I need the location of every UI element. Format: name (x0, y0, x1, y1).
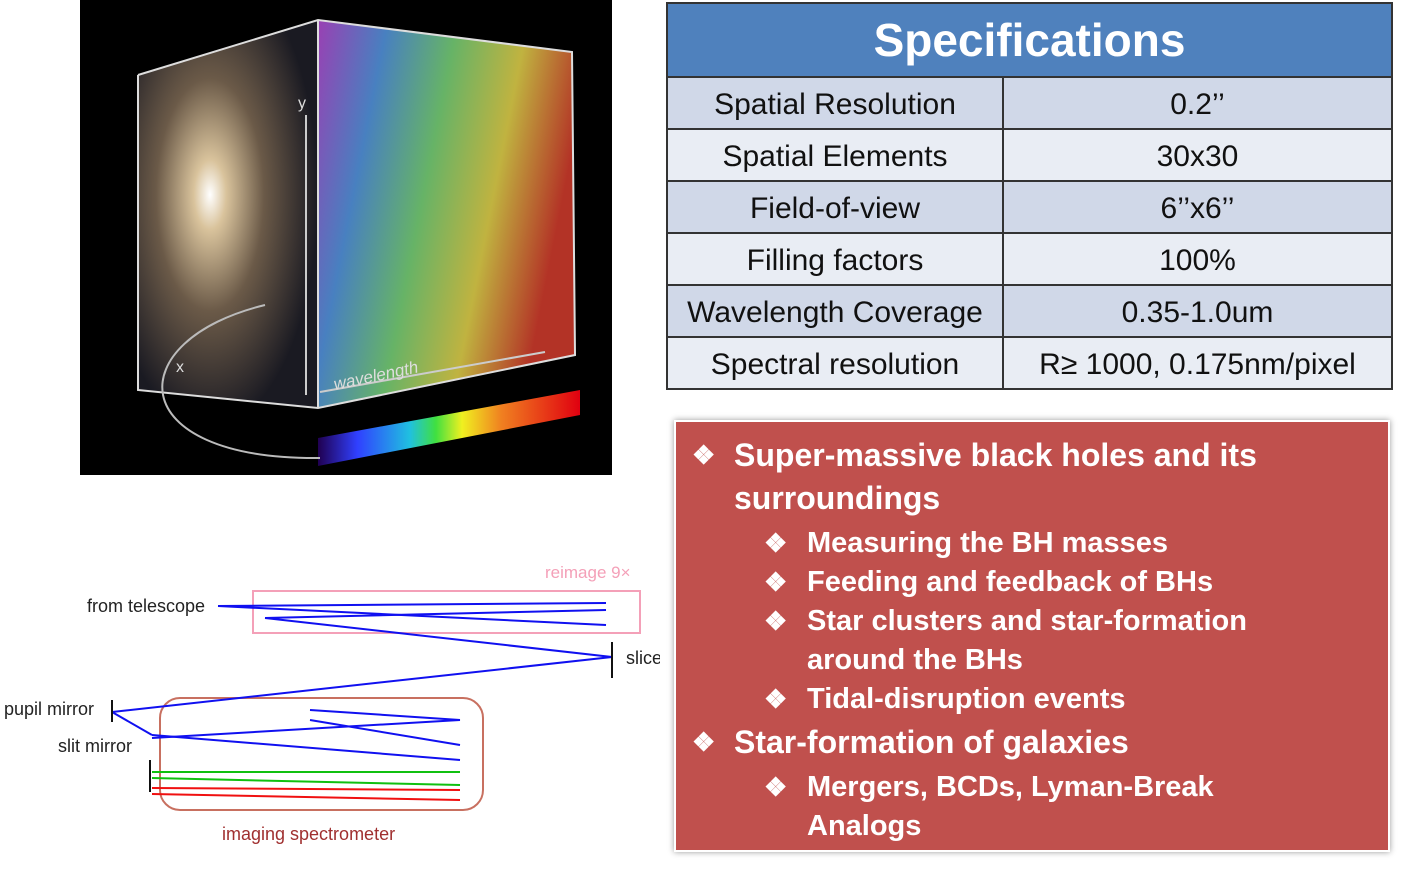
label: imaging spectrometer (222, 824, 395, 844)
spec-value: 100% (1002, 232, 1393, 286)
spec-name: Spectral resolution (666, 336, 1004, 390)
bullet-text: Star-formation of galaxies (734, 724, 1129, 760)
figures: y x wavelength from telescope reimage 9×… (4, 0, 660, 844)
spec-value: 6’’x6’’ (1002, 180, 1393, 234)
science-list: ❖ Super-massive black holes and its surro… (674, 420, 1390, 852)
axis (319, 351, 546, 393)
spectrum-face (318, 20, 575, 408)
optics-diagram: from telescope reimage 9× slicer pupil m… (4, 563, 660, 844)
label: slicer (626, 648, 660, 668)
spec-value: 30x30 (1002, 128, 1393, 182)
spec-table: Specifications Spatial Resolution 0.2’’ Spa… (666, 2, 1393, 428)
label: pupil mirror (4, 699, 94, 719)
arrow (161, 304, 321, 460)
axis-label: y (298, 95, 306, 112)
spec-name: Spatial Resolution (666, 76, 1004, 130)
bullet-item: ❖ Star-formation of galaxies (676, 721, 1388, 764)
table-row: Spatial Elements 30x30 (666, 128, 1393, 182)
spec-name: Wavelength Coverage (666, 284, 1004, 338)
bullet-item: ❖ Tidal-disruption events (676, 680, 1307, 719)
spec-value: 0.35-1.0um (1002, 284, 1393, 338)
label: reimage 9× (545, 563, 631, 582)
bullet-text: Measuring the BH masses (807, 527, 1169, 559)
bullet-icon: ❖ (764, 528, 788, 558)
spectrum-bar (318, 390, 580, 466)
axis-label: x (176, 359, 184, 376)
spec-value: 0.2’’ (1002, 76, 1393, 130)
label: from telescope (87, 596, 205, 616)
bullet-item: ❖ Mergers, BCDs, Lyman-Break Analogs (676, 768, 1307, 846)
table-row: Spectral resolution R≥ 1000, 0.175nm/pixe… (666, 336, 1393, 390)
spec-name: Filling factors (666, 232, 1004, 286)
bullet-text: Super-massive black holes and its surrou… (734, 437, 1257, 516)
bullet-text: Tidal-disruption events (807, 683, 1126, 715)
bullet-icon: ❖ (764, 772, 788, 802)
spec-value: R≥ 1000, 0.175nm/pixel (1002, 336, 1393, 390)
label: slit mirror (58, 736, 132, 756)
reimage-box (252, 590, 641, 634)
bullet-item: ❖ Feeding and feedback of BHs (676, 563, 1307, 602)
bullet-item: ❖ Star clusters and star-formation around… (676, 602, 1307, 680)
spec-name: Spatial Elements (666, 128, 1004, 182)
galaxy-face (138, 20, 318, 408)
bullet-text: Feeding and feedback of BHs (807, 566, 1214, 598)
bullet-item: ❖ Measuring the BH masses (676, 524, 1307, 563)
spec-name: Field-of-view (666, 180, 1004, 234)
bullet-icon: ❖ (692, 440, 716, 470)
bullet-item: ❖ Super-massive black holes and its surro… (676, 434, 1388, 520)
bullet-icon: ❖ (692, 727, 716, 757)
table-row: Wavelength Coverage 0.35-1.0um (666, 284, 1393, 338)
table-row: Field-of-view 6’’x6’’ (666, 180, 1393, 234)
bullet-icon: ❖ (764, 606, 788, 636)
table-title: Specifications (666, 2, 1393, 78)
spectrometer-box (159, 697, 484, 811)
bullet-text: Star clusters and star-formation around … (807, 605, 1247, 676)
table-row: Filling factors 100% (666, 232, 1393, 286)
bullet-icon: ❖ (764, 567, 788, 597)
table-row: Spatial Resolution 0.2’’ (666, 76, 1393, 130)
bullet-text: Mergers, BCDs, Lyman-Break Analogs (807, 771, 1214, 842)
bullet-icon: ❖ (764, 684, 788, 714)
